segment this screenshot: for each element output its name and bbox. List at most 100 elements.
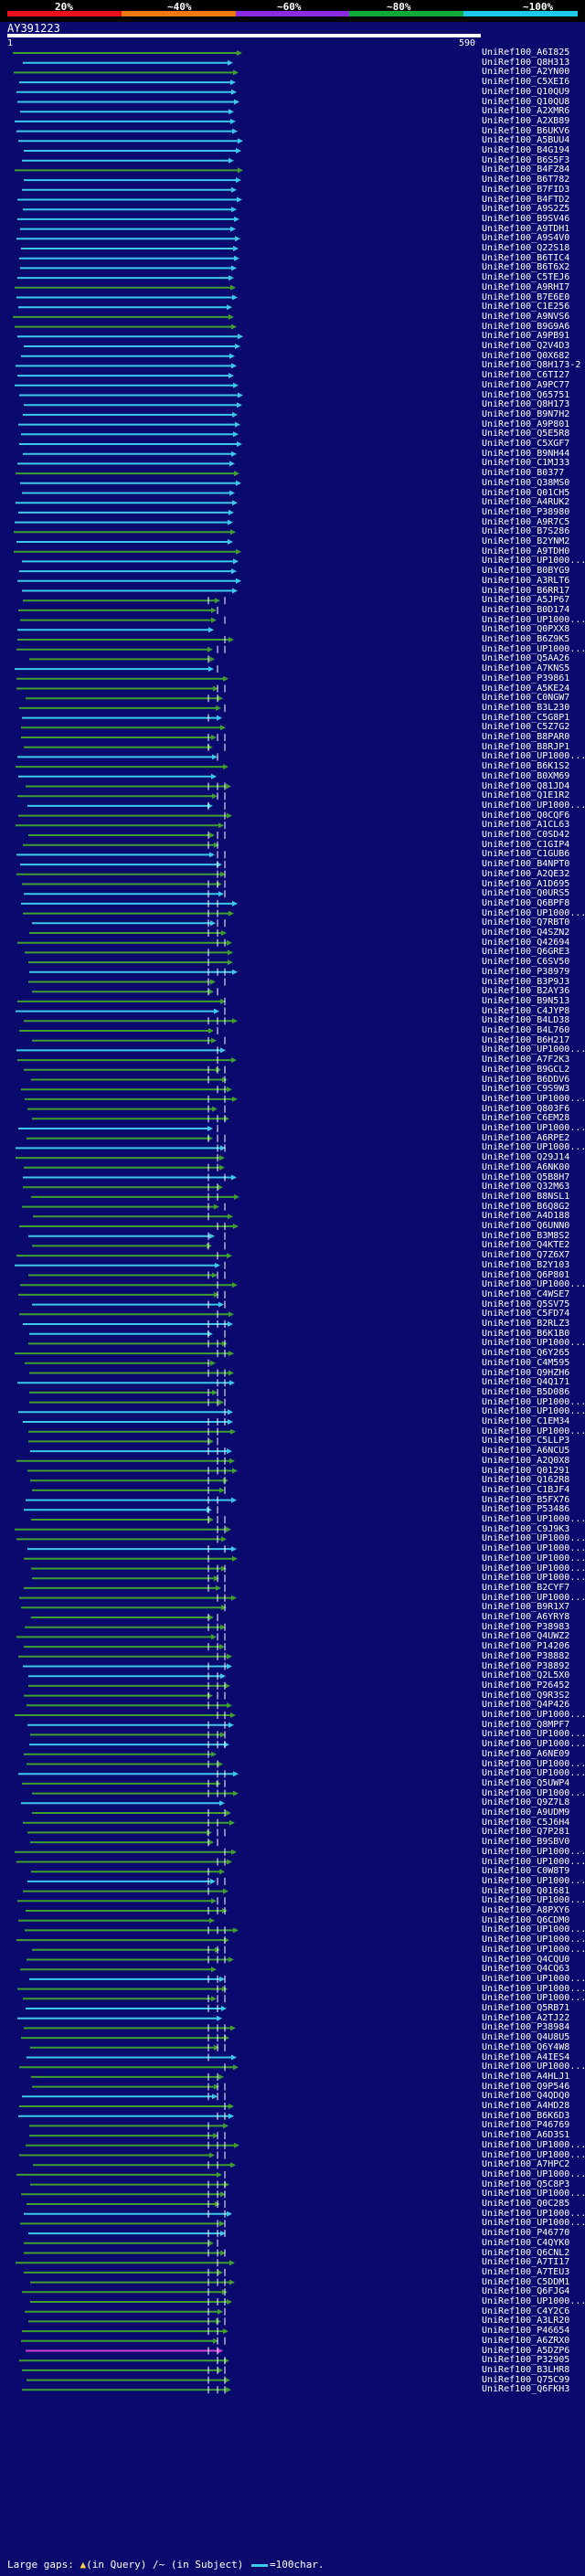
- hit-label[interactable]: UniRef100_Q8H313: [482, 57, 570, 68]
- hit-label[interactable]: UniRef100_B9R1X7: [482, 1602, 570, 1613]
- hit-label[interactable]: UniRef100_B3L230: [482, 702, 570, 713]
- hit-label[interactable]: UniRef100_UP1000...: [482, 2062, 585, 2072]
- hit-label[interactable]: UniRef100_B3P9J3: [482, 976, 570, 987]
- hit-label[interactable]: UniRef100_A1D695: [482, 878, 570, 889]
- hit-label[interactable]: UniRef100_UP1000...: [482, 1543, 585, 1554]
- hit-label[interactable]: UniRef100_UP1000...: [482, 1787, 585, 1798]
- hit-label[interactable]: UniRef100_Q6UNN0: [482, 1221, 570, 1231]
- hit-label[interactable]: UniRef100_B6K1S2: [482, 761, 570, 772]
- hit-label[interactable]: UniRef100_Q01291: [482, 1465, 570, 1476]
- hit-label[interactable]: UniRef100_A4IES4: [482, 2051, 570, 2062]
- hit-label[interactable]: UniRef100_A1CL63: [482, 820, 570, 831]
- hit-label[interactable]: UniRef100_B4G194: [482, 145, 570, 155]
- hit-label[interactable]: UniRef100_Q2V4D3: [482, 341, 570, 351]
- hit-label[interactable]: UniRef100_B6Z9K5: [482, 634, 570, 644]
- hit-label[interactable]: UniRef100_A2YN00: [482, 67, 570, 78]
- hit-label[interactable]: UniRef100_C1GIP4: [482, 839, 570, 850]
- hit-label[interactable]: UniRef100_Q4Q171: [482, 1377, 570, 1388]
- hit-label[interactable]: UniRef100_A2TJ22: [482, 2012, 570, 2023]
- hit-label[interactable]: UniRef100_A5KE24: [482, 683, 570, 694]
- hit-label[interactable]: UniRef100_UP1000...: [482, 1875, 585, 1886]
- hit-label[interactable]: UniRef100_A5JP67: [482, 595, 570, 606]
- hit-label[interactable]: UniRef100_A2XB89: [482, 115, 570, 126]
- hit-label[interactable]: UniRef100_UP1000...: [482, 1739, 585, 1750]
- hit-label[interactable]: UniRef100_Q0PXX8: [482, 624, 570, 635]
- hit-label[interactable]: UniRef100_UP1000...: [482, 1426, 585, 1436]
- hit-label[interactable]: UniRef100_UP1000...: [482, 2208, 585, 2219]
- hit-label[interactable]: UniRef100_Q81JD4: [482, 780, 570, 791]
- hit-label[interactable]: UniRef100_B6TIC4: [482, 252, 570, 263]
- hit-label[interactable]: UniRef100_B4NPT0: [482, 859, 570, 870]
- hit-label[interactable]: UniRef100_UP1000...: [482, 2139, 585, 2150]
- hit-label[interactable]: UniRef100_Q4KTE2: [482, 1240, 570, 1251]
- hit-label[interactable]: UniRef100_C1E256: [482, 302, 570, 313]
- hit-label[interactable]: UniRef100_C5J6H4: [482, 1817, 570, 1828]
- hit-label[interactable]: UniRef100_Q0C285: [482, 2199, 570, 2209]
- hit-label[interactable]: UniRef100_C1EM34: [482, 1416, 570, 1426]
- hit-label[interactable]: UniRef100_A7TI17: [482, 2257, 570, 2268]
- hit-label[interactable]: UniRef100_B6DDV6: [482, 1074, 570, 1085]
- hit-label[interactable]: UniRef100_Q1E1R2: [482, 790, 570, 801]
- hit-label[interactable]: UniRef100_C5DDM1: [482, 2276, 570, 2287]
- hit-label[interactable]: UniRef100_Q4U8U5: [482, 2032, 570, 2043]
- hit-label[interactable]: UniRef100_Q4CQU0: [482, 1954, 570, 1965]
- hit-label[interactable]: UniRef100_C6TI27: [482, 370, 570, 381]
- hit-label[interactable]: UniRef100_B9GCL2: [482, 1064, 570, 1075]
- hit-label[interactable]: UniRef100_UP1000...: [482, 1533, 585, 1544]
- hit-label[interactable]: UniRef100_A6NE09: [482, 1748, 570, 1759]
- hit-label[interactable]: UniRef100_B9N7H2: [482, 408, 570, 419]
- hit-label[interactable]: UniRef100_A6D3S1: [482, 2130, 570, 2141]
- hit-label[interactable]: UniRef100_P32905: [482, 2355, 570, 2366]
- hit-label[interactable]: UniRef100_UP1000...: [482, 751, 585, 762]
- hit-label[interactable]: UniRef100_B2AY36: [482, 986, 570, 997]
- hit-label[interactable]: UniRef100_Q6Y4W8: [482, 2041, 570, 2052]
- hit-label[interactable]: UniRef100_UP1000...: [482, 1856, 585, 1867]
- hit-label[interactable]: UniRef100_UP1000...: [482, 2218, 585, 2229]
- hit-label[interactable]: UniRef100_B9G9A6: [482, 321, 570, 332]
- hit-label[interactable]: UniRef100_Q8MPF7: [482, 1719, 570, 1730]
- hit-label[interactable]: UniRef100_C0SD42: [482, 830, 570, 840]
- hit-label[interactable]: UniRef100_A8PXY6: [482, 1905, 570, 1915]
- hit-label[interactable]: UniRef100_C5XEI6: [482, 77, 570, 88]
- hit-label[interactable]: UniRef100_B0BYG9: [482, 566, 570, 577]
- hit-label[interactable]: UniRef100_UP1000...: [482, 1142, 585, 1153]
- hit-label[interactable]: UniRef100_A6NK00: [482, 1161, 570, 1172]
- hit-label[interactable]: UniRef100_UP1000...: [482, 1553, 585, 1564]
- hit-label[interactable]: UniRef100_B5FX76: [482, 1494, 570, 1505]
- hit-label[interactable]: UniRef100_B6K6D3: [482, 2110, 570, 2121]
- hit-label[interactable]: UniRef100_B8PAR0: [482, 732, 570, 742]
- hit-label[interactable]: UniRef100_Q4QDQ0: [482, 2091, 570, 2102]
- hit-label[interactable]: UniRef100_UP1000...: [482, 2149, 585, 2160]
- hit-label[interactable]: UniRef100_A4HD28: [482, 2101, 570, 2111]
- hit-label[interactable]: UniRef100_B2Y103: [482, 1259, 570, 1270]
- hit-label[interactable]: UniRef100_B7E6E0: [482, 292, 570, 302]
- hit-label[interactable]: UniRef100_P14206: [482, 1641, 570, 1652]
- hit-label[interactable]: UniRef100_B6UKV6: [482, 125, 570, 136]
- hit-label[interactable]: UniRef100_Q2L5X0: [482, 1670, 570, 1681]
- hit-label[interactable]: UniRef100_UP1000...: [482, 643, 585, 654]
- hit-label[interactable]: UniRef100_UP1000...: [482, 2168, 585, 2179]
- hit-label[interactable]: UniRef100_UP1000...: [482, 1924, 585, 1935]
- hit-label[interactable]: UniRef100_B8NSL1: [482, 1191, 570, 1202]
- hit-label[interactable]: UniRef100_UP1000...: [482, 1729, 585, 1740]
- hit-label[interactable]: UniRef100_A9UDM9: [482, 1807, 570, 1818]
- hit-label[interactable]: UniRef100_UP1000...: [482, 1973, 585, 1984]
- hit-label[interactable]: UniRef100_P38979: [482, 966, 570, 977]
- hit-label[interactable]: UniRef100_C6EM28: [482, 1113, 570, 1124]
- hit-label[interactable]: UniRef100_Q9HZH6: [482, 1367, 570, 1378]
- hit-label[interactable]: UniRef100_C4JYP8: [482, 1005, 570, 1016]
- hit-label[interactable]: UniRef100_C9J9K3: [482, 1523, 570, 1534]
- hit-label[interactable]: UniRef100_Q6BPF8: [482, 897, 570, 908]
- hit-label[interactable]: UniRef100_B0D174: [482, 604, 570, 615]
- hit-label[interactable]: UniRef100_P38983: [482, 1621, 570, 1632]
- hit-label[interactable]: UniRef100_Q01681: [482, 1885, 570, 1896]
- hit-label[interactable]: UniRef100_P39861: [482, 673, 570, 684]
- hit-label[interactable]: UniRef100_P46654: [482, 2326, 570, 2337]
- hit-label[interactable]: UniRef100_A6I825: [482, 48, 570, 58]
- hit-label[interactable]: UniRef100_A9RHI7: [482, 281, 570, 292]
- hit-label[interactable]: UniRef100_A3LR20: [482, 2316, 570, 2327]
- hit-label[interactable]: UniRef100_B4L760: [482, 1025, 570, 1035]
- hit-label[interactable]: UniRef100_A9S2Z5: [482, 204, 570, 215]
- hit-label[interactable]: UniRef100_C4Y2C6: [482, 2306, 570, 2316]
- hit-label[interactable]: UniRef100_Q0X682: [482, 350, 570, 361]
